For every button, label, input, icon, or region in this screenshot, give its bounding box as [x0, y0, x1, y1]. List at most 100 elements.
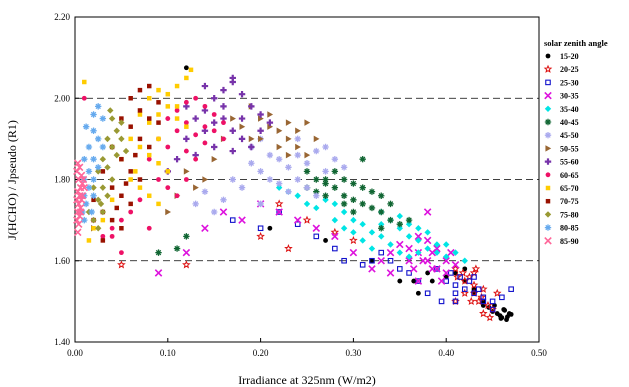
data-point: [322, 176, 329, 183]
data-point: [406, 270, 412, 276]
series-50-55: [91, 103, 320, 232]
legend-item: 60-65: [545, 171, 579, 180]
y-axis-label: J(HCHO) / Jpseudo (R1): [5, 120, 19, 240]
data-point: [350, 180, 357, 187]
data-point: [313, 176, 320, 183]
data-point: [183, 135, 190, 143]
data-point: [378, 249, 385, 256]
data-point: [332, 245, 338, 252]
data-point: [466, 296, 476, 306]
data-point: [322, 143, 329, 151]
data-point: [221, 120, 226, 126]
data-point: [183, 120, 189, 126]
data-point: [238, 90, 246, 98]
data-point: [109, 217, 115, 223]
data-point: [457, 274, 463, 280]
legend-marker: [543, 64, 553, 73]
data-point: [267, 111, 274, 118]
legend-item: 35-40: [544, 105, 579, 114]
data-point: [184, 124, 189, 129]
data-point: [95, 225, 102, 232]
data-point: [313, 192, 320, 199]
data-point: [133, 169, 138, 174]
data-point: [109, 233, 115, 239]
data-point: [229, 176, 236, 183]
data-point: [156, 177, 161, 182]
legend-label: 75-80: [560, 210, 579, 219]
data-point: [452, 290, 459, 297]
data-point: [248, 103, 255, 110]
data-point: [419, 256, 427, 265]
data-point: [350, 196, 357, 204]
data-point: [322, 168, 329, 175]
data-point: [192, 115, 199, 122]
data-point: [331, 184, 339, 191]
data-point: [85, 168, 93, 175]
data-point: [137, 144, 143, 150]
data-point: [303, 168, 311, 175]
data-point: [396, 220, 403, 228]
legend-marker: [545, 79, 551, 86]
data-point: [211, 128, 217, 134]
data-point: [340, 225, 348, 232]
data-point: [471, 274, 477, 280]
data-point: [147, 83, 152, 89]
data-point: [104, 164, 111, 171]
data-point: [201, 82, 209, 90]
legend-label: 85-90: [560, 237, 579, 246]
data-point: [78, 191, 87, 200]
data-point: [396, 240, 404, 249]
legend-label: 55-60: [560, 158, 579, 167]
data-point: [359, 262, 366, 268]
data-point: [340, 176, 348, 183]
data-point: [275, 180, 283, 187]
data-point: [461, 286, 468, 292]
legend-item: 85-90: [544, 237, 579, 246]
data-point: [285, 135, 292, 143]
data-point: [294, 135, 301, 143]
data-point: [284, 244, 293, 253]
data-point: [99, 184, 107, 191]
legend-item: 15-20: [545, 52, 579, 61]
data-point: [258, 135, 264, 143]
data-point: [219, 208, 228, 216]
legend-marker: [545, 198, 551, 204]
data-point: [485, 313, 495, 322]
data-point: [81, 192, 88, 199]
data-point: [505, 314, 510, 320]
data-point: [100, 233, 106, 239]
data-point: [483, 300, 493, 310]
data-point: [350, 229, 357, 236]
data-point: [85, 143, 93, 151]
data-point: [173, 155, 181, 163]
data-point: [405, 244, 413, 253]
legend-marker: [544, 158, 552, 165]
data-point: [340, 200, 348, 208]
legend-label: 30-35: [560, 92, 579, 101]
data-point: [156, 120, 161, 125]
data-point: [90, 184, 97, 191]
data-point: [266, 176, 274, 183]
data-point: [202, 103, 208, 109]
data-point: [211, 95, 218, 102]
data-point: [415, 278, 422, 284]
data-point: [238, 115, 246, 122]
data-point: [322, 196, 329, 204]
data-point: [276, 127, 283, 134]
data-point: [128, 96, 133, 101]
data-point: [211, 208, 218, 216]
legend-label: 20-25: [560, 65, 579, 74]
data-point: [99, 155, 107, 163]
data-point: [257, 200, 264, 208]
data-point: [165, 91, 171, 97]
data-point: [221, 136, 226, 142]
data-point: [341, 257, 347, 264]
data-point: [369, 258, 375, 264]
data-point: [183, 99, 189, 105]
data-point: [75, 163, 84, 172]
y-tick-label: 1.80: [54, 175, 70, 185]
legend-item: 70-75: [545, 197, 579, 206]
data-point: [82, 200, 90, 208]
series-65-70: [82, 67, 194, 243]
data-point: [137, 136, 143, 142]
